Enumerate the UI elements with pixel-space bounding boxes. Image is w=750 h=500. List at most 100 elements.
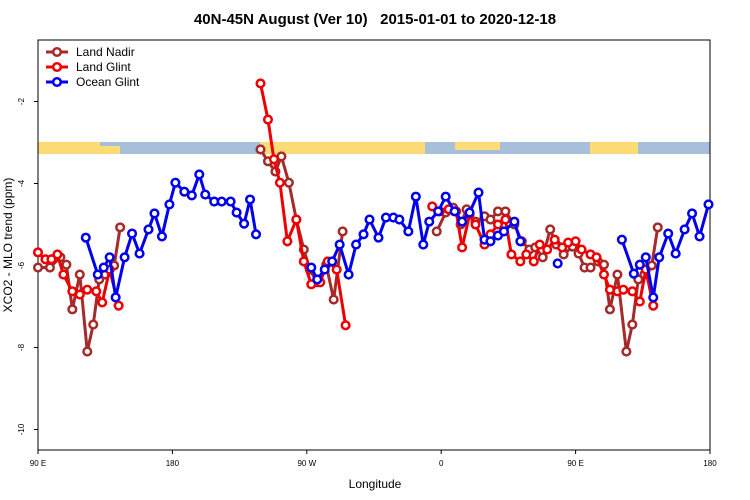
data-point xyxy=(164,199,175,210)
data-point xyxy=(621,346,632,357)
data-point xyxy=(528,256,539,267)
data-point xyxy=(262,114,274,125)
data-point xyxy=(291,214,302,225)
data-point xyxy=(670,248,681,259)
legend-marker xyxy=(51,76,63,88)
data-point xyxy=(200,189,211,200)
data-point xyxy=(255,78,266,89)
data-point xyxy=(440,191,451,202)
y-axis-label: XCO2 - MLO trend (ppm) xyxy=(1,178,15,313)
data-point xyxy=(119,252,130,263)
data-point xyxy=(331,264,342,275)
data-point xyxy=(80,232,91,243)
data-point xyxy=(652,222,663,233)
data-point xyxy=(32,262,44,273)
legend-label: Land Nadir xyxy=(76,45,135,59)
data-point xyxy=(537,252,548,263)
data-point xyxy=(104,252,115,263)
data-point xyxy=(61,259,72,270)
data-point xyxy=(557,242,568,253)
data-point xyxy=(542,244,553,255)
data-point xyxy=(343,269,354,280)
data-point xyxy=(534,239,545,250)
data-point xyxy=(545,224,556,235)
data-point xyxy=(327,256,338,267)
data-point xyxy=(312,274,323,285)
data-point xyxy=(340,320,351,331)
data-point xyxy=(648,292,659,303)
data-point xyxy=(110,292,121,303)
data-point xyxy=(604,304,615,315)
data-point xyxy=(433,206,444,217)
data-point xyxy=(67,304,78,315)
data-point xyxy=(44,262,55,273)
data-point xyxy=(500,214,511,225)
data-point xyxy=(91,286,102,297)
x-tick-label: 0 xyxy=(439,459,444,468)
chart-title: 40N-45N August (Ver 10) 2015-01-01 to 20… xyxy=(194,11,556,28)
data-point xyxy=(424,216,435,227)
data-point xyxy=(552,258,563,269)
data-point xyxy=(225,196,236,207)
data-point xyxy=(245,194,256,205)
data-point xyxy=(82,284,93,295)
data-point xyxy=(298,256,309,267)
data-point xyxy=(179,186,190,197)
data-point xyxy=(115,222,126,233)
data-point xyxy=(470,219,481,230)
data-point xyxy=(500,206,511,217)
data-point xyxy=(134,248,145,259)
data-point xyxy=(88,319,99,330)
legend-marker xyxy=(51,61,63,73)
x-tick-label: 180 xyxy=(166,459,180,468)
data-point xyxy=(82,346,93,357)
x-tick-label: 90 E xyxy=(567,459,583,468)
data-point xyxy=(485,214,496,225)
data-point xyxy=(358,229,369,240)
x-tick-label: 90 E xyxy=(30,459,46,468)
legend-label: Land Glint xyxy=(76,60,131,74)
data-point xyxy=(549,234,560,245)
data-point xyxy=(149,208,160,219)
data-point xyxy=(628,268,639,279)
data-point xyxy=(457,216,468,227)
series-line xyxy=(36,83,655,326)
data-point xyxy=(268,154,279,165)
data-point xyxy=(403,226,414,237)
data-point xyxy=(492,219,503,230)
data-point xyxy=(306,262,317,273)
data-point xyxy=(570,236,581,247)
data-point xyxy=(46,254,57,265)
data-point xyxy=(274,177,285,188)
x-axis-label: Longitude xyxy=(349,477,402,491)
data-point xyxy=(627,319,638,330)
data-point xyxy=(506,249,517,260)
y-tick-label: -8 xyxy=(17,343,26,351)
data-point xyxy=(250,229,262,240)
land-ocean-strip xyxy=(38,142,710,154)
data-point xyxy=(576,244,587,255)
data-point xyxy=(58,269,69,280)
data-point xyxy=(591,252,602,263)
data-point xyxy=(170,177,181,188)
data-point xyxy=(616,234,627,245)
data-point xyxy=(418,239,429,250)
data-point xyxy=(640,252,651,263)
data-point xyxy=(364,214,375,225)
data-point xyxy=(648,300,659,311)
y-tick-label: -2 xyxy=(17,97,26,105)
data-point xyxy=(255,144,266,155)
data-point xyxy=(618,284,629,295)
data-point xyxy=(694,231,705,242)
data-point xyxy=(703,199,714,210)
legend-label: Ocean Glint xyxy=(76,75,140,89)
data-point xyxy=(52,249,63,260)
data-point xyxy=(654,252,665,263)
x-tick-label: 180 xyxy=(703,459,717,468)
data-point xyxy=(464,207,475,218)
data-point xyxy=(97,297,108,308)
data-point xyxy=(239,218,250,229)
data-point xyxy=(231,207,242,218)
data-point xyxy=(457,242,468,253)
